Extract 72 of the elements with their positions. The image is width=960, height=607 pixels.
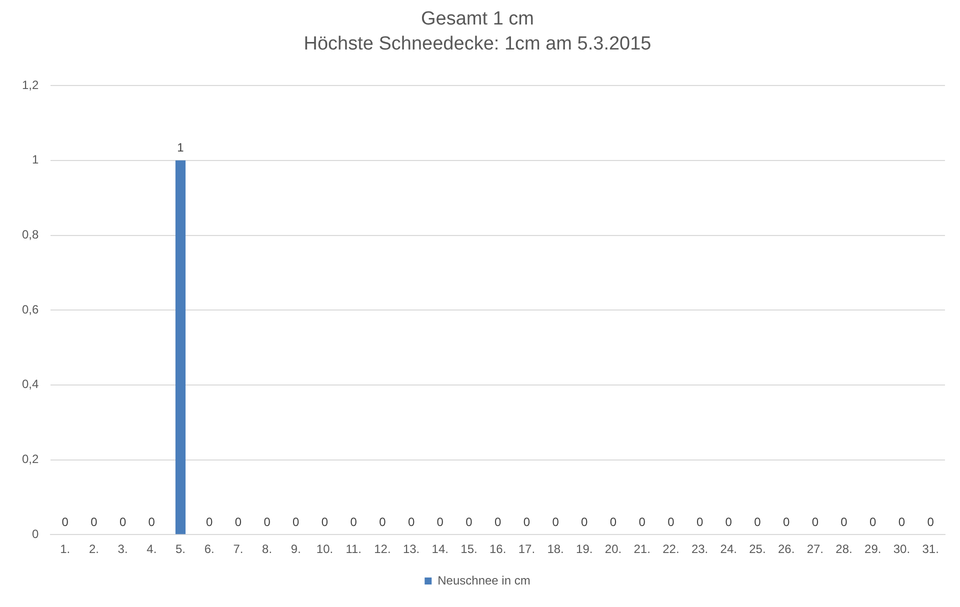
y-tick-label: 1 xyxy=(32,152,39,167)
data-label: 0 xyxy=(927,514,934,529)
data-label: 0 xyxy=(610,514,617,529)
data-label: 0 xyxy=(668,514,675,529)
x-tick-label: 16. xyxy=(489,542,506,556)
x-tick-label: 26. xyxy=(778,542,795,556)
x-tick-label: 31. xyxy=(922,542,939,556)
x-tick-label: 22. xyxy=(662,542,680,556)
x-tick-label: 5. xyxy=(175,542,186,556)
y-tick-label: 0,8 xyxy=(22,228,39,242)
x-tick-label: 4. xyxy=(146,542,157,556)
data-label: 0 xyxy=(264,514,271,529)
data-label: 0 xyxy=(321,514,328,529)
x-tick-label: 18. xyxy=(547,542,564,556)
y-tick-label: 1,2 xyxy=(22,78,39,92)
x-tick-label: 19. xyxy=(576,542,593,556)
x-tick-label: 6. xyxy=(204,542,214,556)
x-tick-label: 23. xyxy=(691,542,708,556)
data-label: 0 xyxy=(523,514,530,529)
x-tick-label: 8. xyxy=(262,542,272,556)
chart-title: Gesamt 1 cm xyxy=(421,8,534,30)
x-tick-label: 1. xyxy=(60,542,70,556)
data-label: 0 xyxy=(725,514,732,529)
x-tick-label: 24. xyxy=(720,542,737,556)
x-tick-label: 14. xyxy=(432,542,448,556)
data-label: 0 xyxy=(898,514,906,529)
data-label: 0 xyxy=(292,514,300,529)
data-label: 0 xyxy=(148,514,156,529)
data-label: 0 xyxy=(552,514,560,529)
data-label: 0 xyxy=(870,514,877,529)
x-tick-label: 21. xyxy=(634,542,650,556)
x-tick-label: 3. xyxy=(118,542,128,556)
x-tick-label: 25. xyxy=(749,542,766,556)
data-label: 0 xyxy=(234,514,242,529)
x-tick-label: 9. xyxy=(290,542,301,556)
x-tick-label: 15. xyxy=(460,542,478,556)
data-label: 0 xyxy=(638,514,646,529)
data-label: 0 xyxy=(206,514,214,529)
data-label: 0 xyxy=(379,514,386,529)
data-label: 0 xyxy=(466,514,473,529)
x-tick-label: 28. xyxy=(836,542,852,556)
x-tick-label: 20. xyxy=(604,542,622,556)
data-label: 0 xyxy=(696,514,704,529)
x-tick-label: 10. xyxy=(316,542,334,556)
x-tick-label: 7. xyxy=(233,542,244,556)
y-tick-label: 0,4 xyxy=(22,377,39,392)
data-label: 0 xyxy=(350,514,358,529)
data-label: 0 xyxy=(782,514,790,529)
data-label: 0 xyxy=(812,514,819,529)
data-label: 0 xyxy=(840,514,848,529)
data-label: 0 xyxy=(436,514,444,529)
data-label: 1 xyxy=(177,140,184,155)
x-tick-label: 17. xyxy=(518,542,536,556)
chart-subtitle: Höchste Schneedecke: 1cm am 5.3.2015 xyxy=(304,33,652,54)
y-tick-label: 0,2 xyxy=(22,452,39,466)
x-tick-label: 13. xyxy=(402,542,420,556)
data-label: 0 xyxy=(119,514,126,529)
data-label: 0 xyxy=(581,514,588,529)
x-tick-label: 27. xyxy=(806,542,824,556)
y-tick-label: 0 xyxy=(32,526,39,541)
data-label: 0 xyxy=(62,514,69,529)
data-label: 0 xyxy=(494,514,502,529)
data-label: 0 xyxy=(408,514,415,529)
x-tick-label: 2. xyxy=(88,542,99,556)
y-tick-label: 0,6 xyxy=(22,302,39,316)
x-tick-label: 30. xyxy=(893,542,910,556)
data-label: 0 xyxy=(754,514,762,529)
data-label: 0 xyxy=(90,514,98,529)
x-tick-label: 29. xyxy=(864,542,882,556)
x-tick-label: 12. xyxy=(374,542,391,556)
legend-label: Neuschnee in cm xyxy=(438,573,530,588)
x-tick-label: 11. xyxy=(346,542,362,556)
